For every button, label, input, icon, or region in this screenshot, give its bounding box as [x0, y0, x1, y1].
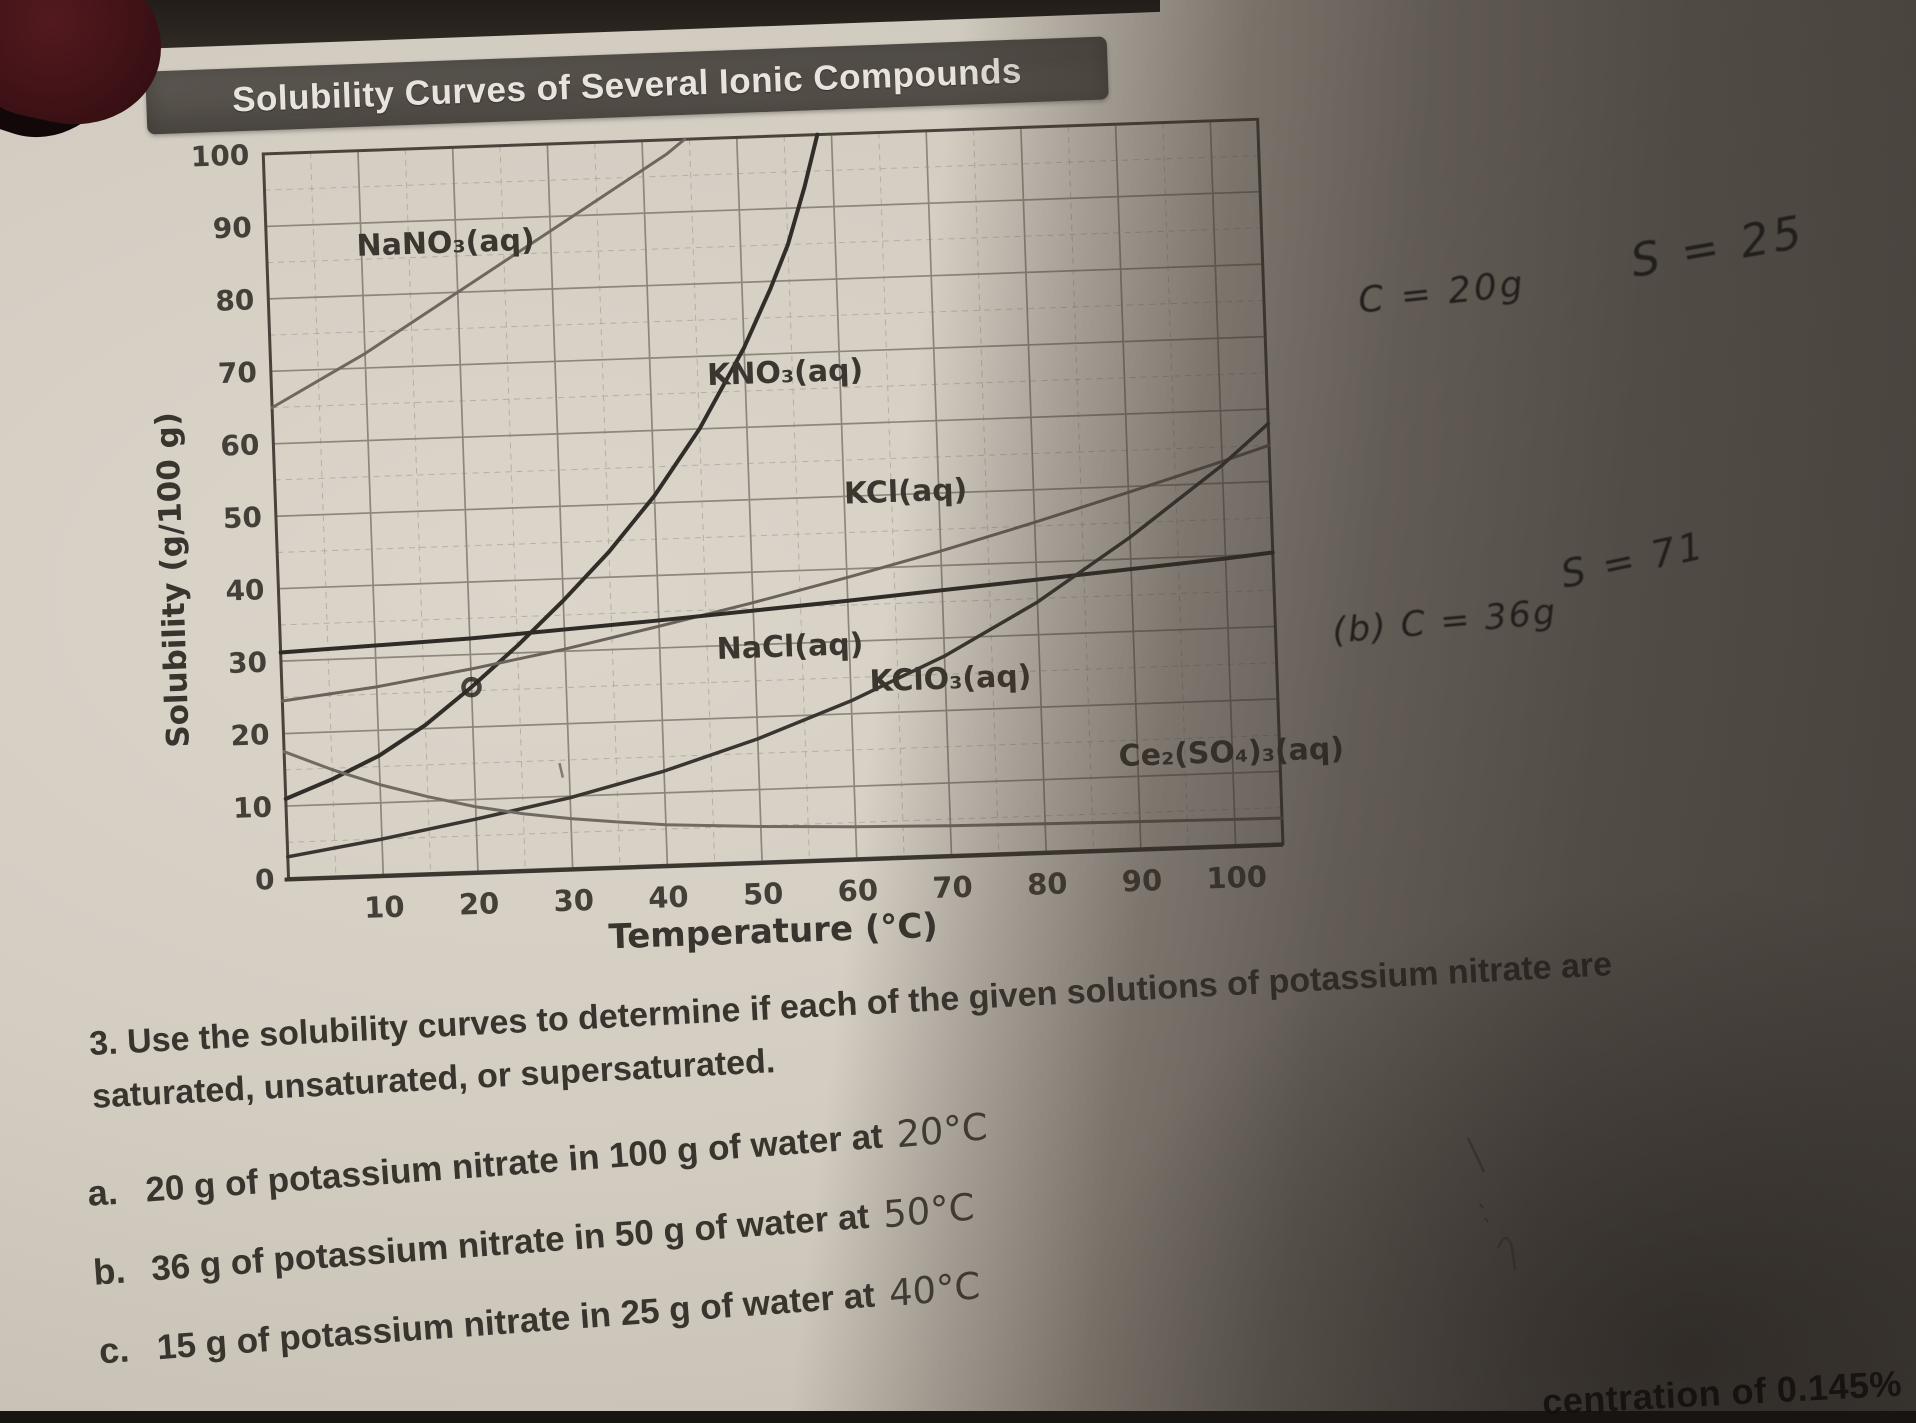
x-tick-label: 60 — [837, 873, 879, 908]
item-handwritten-temp: 40°C — [887, 1264, 981, 1316]
y-tick-label: 80 — [215, 283, 255, 317]
grid-major-h — [285, 770, 1281, 807]
x-tick-label: 50 — [742, 876, 784, 911]
x-tick-label: 40 — [648, 880, 690, 915]
curve-ce2so43 — [282, 750, 1284, 829]
curve-label-ce2so43: Ce₂(SO₄)₃(aq) — [1118, 731, 1345, 774]
grid-minor-h — [274, 444, 1270, 481]
x-tick-label: 10 — [364, 890, 406, 925]
x-tick-label: 100 — [1206, 859, 1268, 895]
curve-label-kcl: KCl(aq) — [843, 472, 967, 511]
question-number: 3. — [88, 1023, 119, 1063]
x-tick-label: 20 — [458, 886, 500, 921]
item-handwritten-temp: 20°C — [895, 1105, 989, 1157]
grid-minor-h — [282, 662, 1277, 698]
y-tick-label: 40 — [225, 573, 265, 607]
grid-minor-h — [264, 154, 1259, 191]
y-tick-label: 60 — [220, 428, 260, 462]
grid-minor-h — [277, 517, 1272, 553]
y-tick-label: 0 — [255, 863, 276, 897]
item-letter: a. — [86, 1170, 120, 1214]
grid-minor-h — [287, 807, 1282, 843]
curve-label-kclo3: KClO₃(aq) — [869, 659, 1032, 700]
y-axis-title: Solubility (g/100 g) — [149, 411, 197, 748]
item-text: 36 g of potassium nitrate in 50 g of wat… — [149, 1196, 871, 1289]
x-tick-label: 90 — [1121, 863, 1163, 898]
grid-major-h — [268, 263, 1263, 300]
item-text: 15 g of potassium nitrate in 25 g of wat… — [155, 1275, 877, 1368]
grid-major-h — [273, 408, 1268, 445]
y-tick-label: 20 — [230, 718, 270, 752]
y-tick-label: 30 — [227, 646, 267, 680]
x-tick-label: 80 — [1027, 866, 1069, 901]
curve-nano3 — [270, 137, 687, 410]
grid-major-h — [275, 480, 1271, 518]
grid-major-h — [265, 190, 1261, 228]
stray-pencil-tick — [558, 762, 565, 778]
curve-label-nacl: NaCl(aq) — [716, 627, 864, 667]
curve-kno3 — [283, 132, 820, 801]
solubility-chart: 0 10 20 30 40 50 60 70 80 90 100 10 20 30 40 50 60 70 80 90… — [149, 117, 1345, 957]
item-letter: b. — [91, 1249, 127, 1293]
y-tick-label: 50 — [222, 501, 262, 535]
item-handwritten-temp: 50°C — [882, 1185, 975, 1237]
x-tick-label: 70 — [932, 870, 974, 905]
y-tick-label: 100 — [190, 138, 250, 173]
curve-label-nano3: NaNO₃(aq) — [356, 223, 535, 264]
y-tick-label: 90 — [212, 211, 252, 245]
x-tick-label: 30 — [553, 883, 595, 918]
curve-label-kno3: KNO₃(aq) — [707, 353, 864, 393]
item-letter: c. — [97, 1328, 131, 1372]
y-tick-label: 70 — [217, 356, 257, 390]
faint-pencil-marks — [1466, 1137, 1517, 1271]
y-tick-label: 10 — [233, 791, 273, 825]
